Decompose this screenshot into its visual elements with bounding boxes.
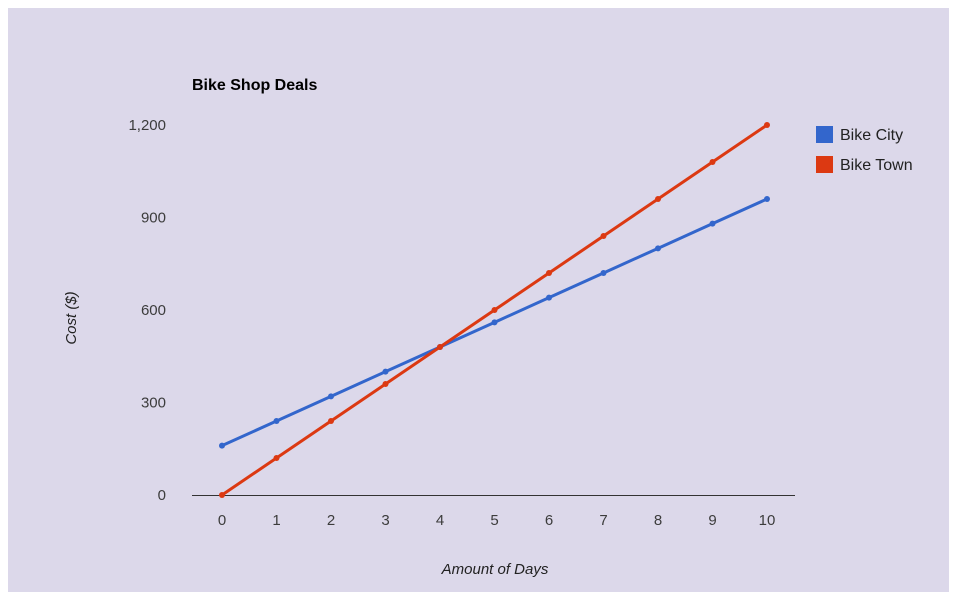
- data-point-bike-city: [273, 418, 280, 424]
- data-point-bike-town: [709, 159, 716, 165]
- x-tick-label: 2: [327, 512, 335, 529]
- data-point-bike-town: [764, 122, 770, 128]
- data-point-bike-city: [219, 442, 225, 449]
- y-tick-label: 900: [141, 210, 166, 227]
- y-tick-label: 600: [141, 302, 166, 319]
- legend: Bike City Bike Town: [816, 126, 913, 174]
- x-tick-label: 6: [545, 512, 553, 529]
- x-tick-label: 5: [490, 512, 498, 529]
- x-tick-label: 9: [708, 512, 716, 529]
- y-tick-label: 1,200: [128, 117, 166, 134]
- data-point-bike-city: [600, 270, 607, 276]
- y-tick-label: 300: [141, 395, 166, 412]
- legend-swatch-bike-town: [816, 156, 833, 173]
- y-axis-title: Cost ($): [63, 291, 80, 344]
- legend-swatch-bike-city: [816, 126, 833, 143]
- legend-label-bike-town: Bike Town: [840, 157, 913, 174]
- data-point-bike-town: [328, 418, 334, 424]
- y-axis-ticks: 0 300 600 900 1,200: [128, 117, 166, 504]
- chart-title: Bike Shop Deals: [192, 77, 317, 94]
- line-chart: Bike Shop Deals Cost ($) Amount of Days …: [63, 77, 913, 578]
- chart-panel: Bike Shop Deals Cost ($) Amount of Days …: [8, 8, 949, 592]
- x-tick-label: 1: [272, 512, 280, 529]
- data-point-bike-city: [764, 196, 770, 202]
- x-tick-label: 4: [436, 512, 444, 529]
- data-point-bike-city: [382, 368, 389, 375]
- x-axis-ticks: 0 1 2 3 4 5 6 7 8 9 10: [218, 512, 776, 529]
- series-layer: [219, 122, 770, 498]
- x-tick-label: 3: [381, 512, 389, 529]
- data-point-bike-city: [546, 294, 552, 301]
- data-point-bike-town: [273, 455, 280, 461]
- data-point-bike-city: [709, 220, 716, 227]
- x-axis-title: Amount of Days: [441, 561, 549, 578]
- data-point-bike-town: [491, 307, 498, 313]
- x-tick-label: 8: [654, 512, 662, 529]
- legend-label-bike-city: Bike City: [840, 127, 903, 144]
- data-point-bike-city: [328, 393, 334, 400]
- x-tick-label: 10: [759, 512, 776, 529]
- data-point-bike-town: [546, 270, 552, 276]
- data-point-bike-town: [600, 233, 607, 239]
- y-tick-label: 0: [158, 487, 166, 504]
- data-point-bike-town: [437, 344, 443, 350]
- data-point-bike-town: [219, 492, 225, 498]
- data-point-bike-town: [382, 381, 389, 387]
- data-point-bike-town: [655, 196, 661, 202]
- data-point-bike-city: [491, 319, 498, 326]
- data-point-bike-city: [655, 245, 661, 252]
- x-tick-label: 0: [218, 512, 226, 529]
- x-tick-label: 7: [599, 512, 607, 529]
